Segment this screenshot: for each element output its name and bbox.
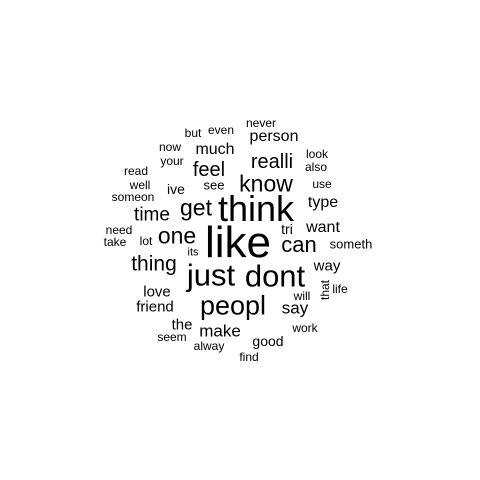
- word-say: say: [281, 298, 309, 318]
- word-dont: dont: [244, 258, 306, 294]
- word-one: one: [157, 222, 197, 249]
- word-want: want: [306, 219, 340, 236]
- word-someon: someon: [111, 190, 155, 204]
- word-read: read: [123, 164, 149, 178]
- word-your: your: [160, 154, 184, 168]
- word-ive: ive: [167, 181, 185, 197]
- word-life: life: [332, 282, 348, 296]
- word-even: even: [207, 123, 235, 137]
- word-that: that: [318, 279, 332, 301]
- word-seem: seem: [157, 330, 187, 344]
- word-realli: realli: [250, 151, 294, 173]
- word-never: never: [245, 116, 277, 130]
- word-just: just: [186, 257, 236, 293]
- word-think: think: [217, 188, 295, 229]
- word-love: love: [143, 283, 171, 301]
- word-well: well: [129, 178, 151, 192]
- word-friend: friend: [136, 298, 174, 316]
- word-need: need: [105, 223, 133, 237]
- word-time: time: [134, 204, 170, 226]
- word-find: find: [239, 350, 259, 364]
- word-feel: feel: [192, 159, 226, 181]
- word-look: look: [305, 147, 329, 161]
- word-lot: lot: [139, 234, 153, 248]
- word-the: the: [171, 316, 193, 334]
- word-take: take: [103, 235, 127, 249]
- word-type: type: [307, 194, 339, 211]
- word-know: know: [239, 170, 293, 197]
- word-way: way: [313, 257, 341, 275]
- word-but: but: [184, 126, 202, 140]
- word-can: can: [281, 232, 317, 257]
- word-now: now: [158, 140, 182, 154]
- word-see: see: [203, 177, 225, 193]
- word-like: like: [204, 218, 272, 267]
- word-its: its: [187, 246, 199, 259]
- word-much: much: [195, 141, 235, 158]
- word-make: make: [199, 321, 241, 341]
- word-peopl: peopl: [199, 290, 267, 321]
- word-use: use: [312, 177, 332, 191]
- word-alway: alway: [193, 339, 225, 353]
- word-good: good: [252, 333, 284, 349]
- word-tri: tri: [281, 221, 293, 237]
- word-someth: someth: [329, 236, 373, 252]
- word-work: work: [292, 321, 318, 335]
- word-get: get: [180, 194, 212, 221]
- word-thing: thing: [131, 252, 177, 276]
- word-also: also: [304, 160, 328, 174]
- word-will: will: [293, 289, 311, 303]
- word-person: person: [249, 128, 299, 145]
